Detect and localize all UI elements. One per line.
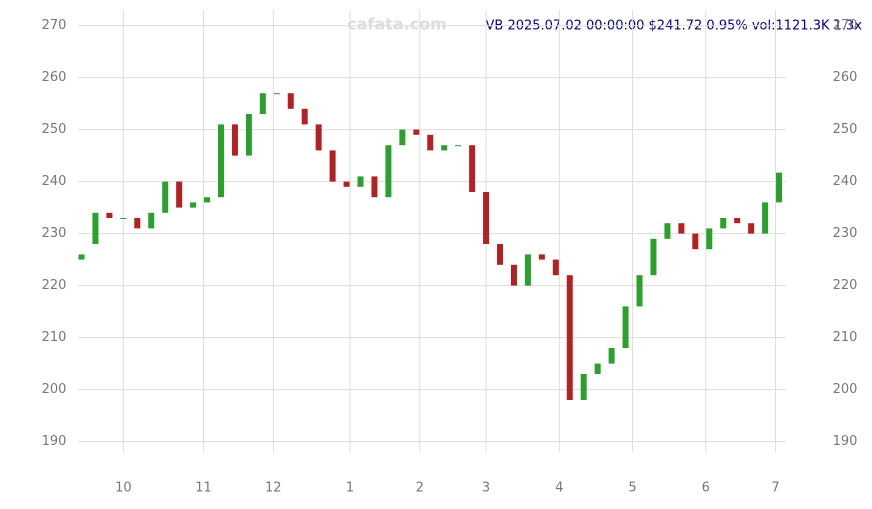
candle (566, 275, 573, 400)
candle (552, 259, 559, 276)
y-tick-label-left: 270 (42, 18, 67, 33)
y-tick-label-right: 220 (833, 278, 858, 293)
y-tick-label-left: 210 (42, 330, 67, 345)
candle (483, 192, 490, 244)
candle (455, 145, 462, 147)
y-tick-label-left: 220 (42, 278, 67, 293)
candle (301, 108, 308, 125)
candle (371, 176, 378, 198)
candle (580, 374, 587, 400)
y-tick-label-left: 230 (42, 226, 67, 241)
y-tick-label-left: 250 (42, 122, 67, 137)
candle (538, 254, 545, 260)
x-tick-label: 11 (195, 481, 212, 496)
candle (720, 218, 727, 229)
y-tick-label-right: 240 (833, 174, 858, 189)
candle (636, 275, 643, 307)
candle (622, 306, 629, 348)
candle (217, 124, 224, 198)
x-tick-label: 12 (265, 481, 282, 496)
candle (748, 223, 755, 234)
candle (427, 134, 434, 151)
candle (497, 244, 504, 265)
candle (287, 93, 294, 109)
candle (469, 145, 476, 192)
y-tick-label-right: 250 (833, 122, 858, 137)
y-tick-label-right: 210 (833, 330, 858, 345)
y-tick-label-right: 190 (833, 434, 858, 449)
candle (385, 145, 392, 198)
candle (734, 218, 741, 224)
candle (510, 264, 517, 286)
candle (259, 93, 266, 114)
candle (399, 129, 406, 146)
candle (92, 212, 99, 244)
y-tick-label-right: 230 (833, 226, 858, 241)
candle (594, 363, 601, 374)
x-tick-label: 3 (482, 481, 490, 496)
candle (273, 93, 280, 95)
x-tick-label: 10 (115, 481, 132, 496)
candle (176, 181, 183, 208)
candle (413, 129, 420, 135)
candle (664, 223, 671, 239)
candle (190, 202, 197, 208)
candle (120, 218, 127, 219)
candle (106, 212, 113, 218)
candle (148, 212, 155, 229)
candle (134, 218, 141, 229)
candle (357, 176, 364, 187)
y-tick-label-right: 260 (833, 70, 858, 85)
candle (776, 172, 783, 203)
candle (162, 181, 169, 213)
candle (78, 254, 85, 260)
candle (524, 254, 531, 286)
y-tick-label-right: 200 (833, 382, 858, 397)
candle (706, 228, 713, 250)
x-tick-label: 1 (346, 481, 354, 496)
y-tick-label-left: 200 (42, 382, 67, 397)
candle (762, 202, 769, 234)
x-tick-label: 2 (416, 481, 424, 496)
y-tick-label-left: 190 (42, 434, 67, 449)
candle (650, 238, 657, 276)
candle (231, 124, 238, 156)
y-tick-label-left: 260 (42, 70, 67, 85)
candle (315, 124, 322, 151)
x-tick-label: 7 (771, 481, 779, 496)
candle (692, 233, 699, 250)
y-tick-label-right: 270 (833, 18, 858, 33)
candle (343, 181, 350, 187)
watermark: cafata.com (347, 15, 447, 34)
x-tick-label: 5 (628, 481, 636, 496)
x-tick-label: 4 (555, 481, 563, 496)
x-tick-label: 6 (702, 481, 710, 496)
candle (245, 114, 252, 156)
candle (608, 348, 615, 364)
candle (329, 150, 336, 182)
candle (204, 197, 211, 203)
y-tick-label-left: 240 (42, 174, 67, 189)
candle (441, 145, 448, 151)
candle (678, 223, 685, 234)
